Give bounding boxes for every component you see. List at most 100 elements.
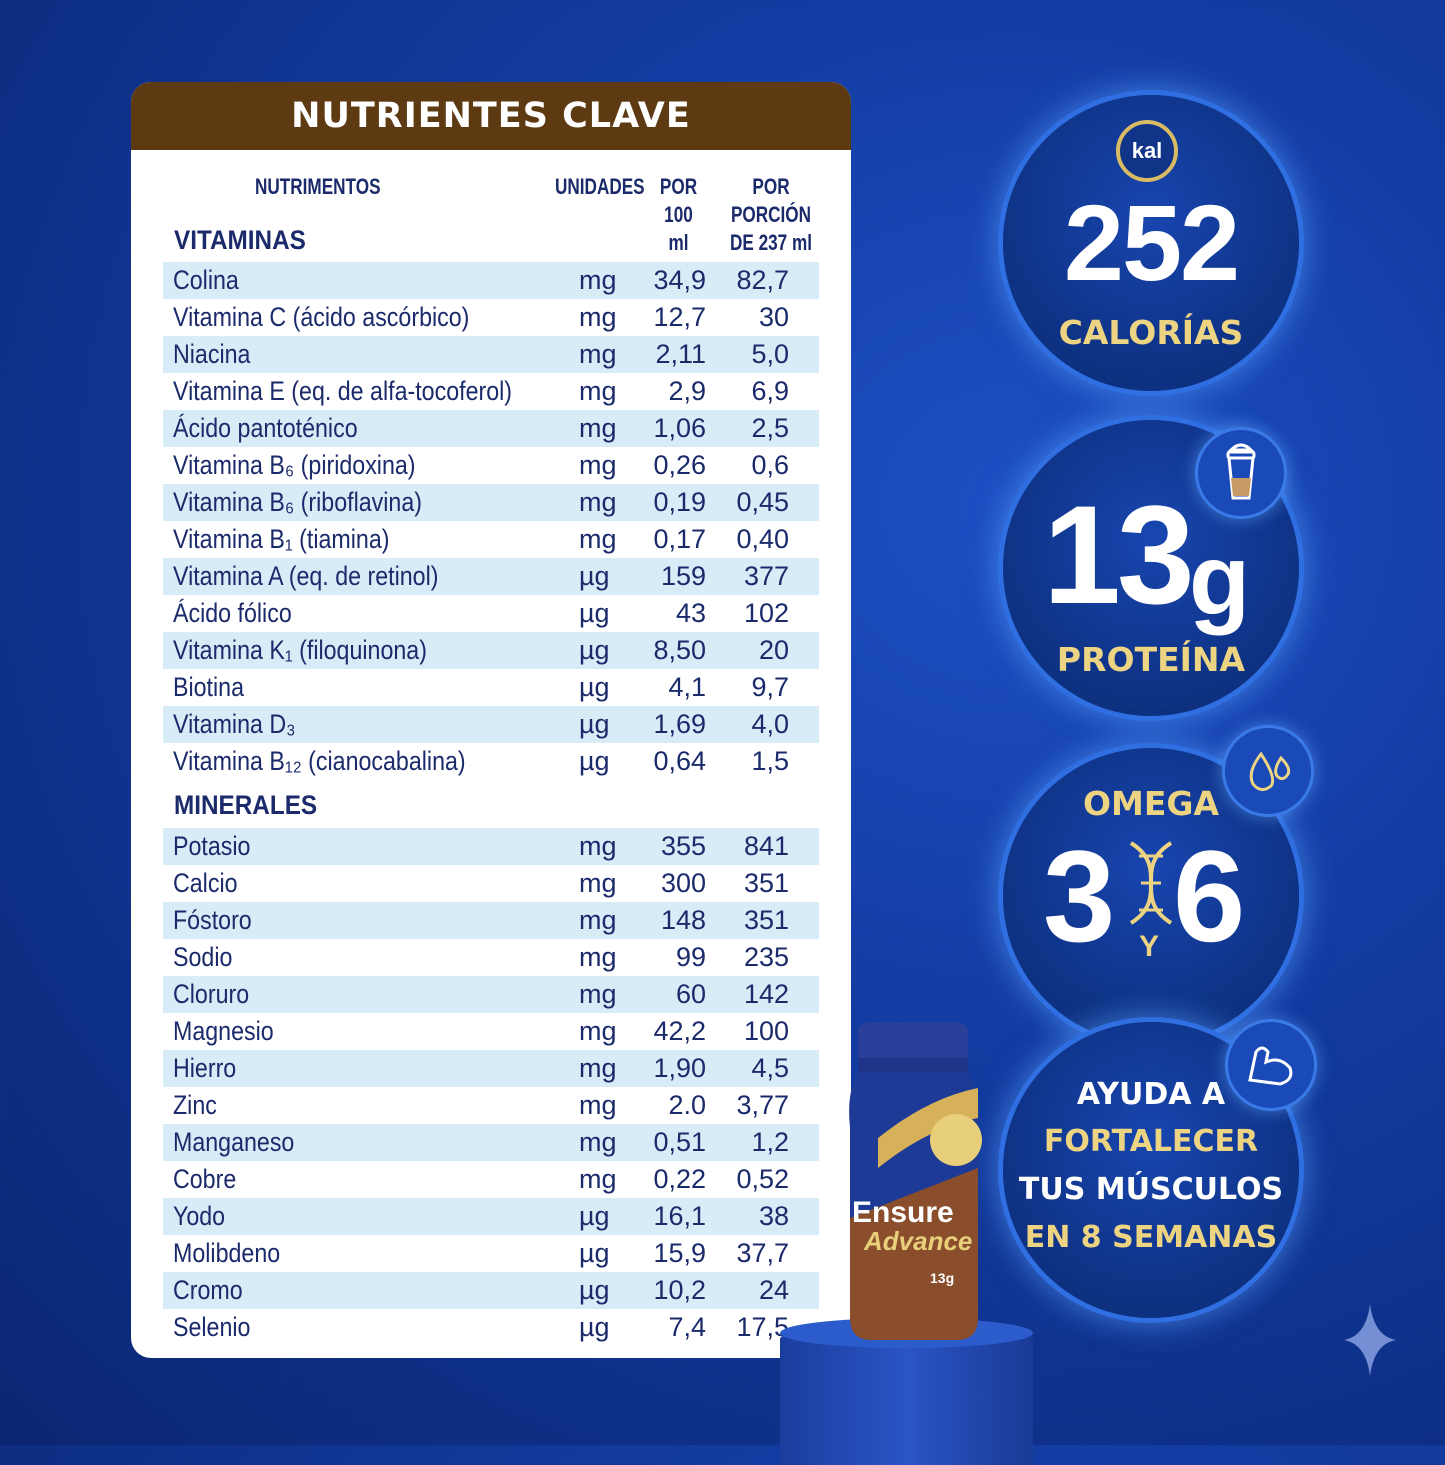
table-row: Fóstoro mg 148 351	[163, 902, 819, 939]
nutrient-unit: mg	[579, 413, 617, 443]
nutrient-per100: 355	[660, 831, 706, 861]
column-header-per100: POR 100 ml	[657, 173, 700, 257]
nutrient-name: Cloruro	[173, 979, 250, 1009]
nutrient-portion: 0,52	[736, 1164, 789, 1194]
nutrient-portion: 377	[743, 561, 789, 591]
nutrient-portion: 351	[743, 868, 789, 898]
nutrient-portion: 102	[743, 598, 789, 628]
nutrient-name: Molibdeno	[173, 1238, 281, 1268]
table-row: Selenio µg 7,4 17,5	[163, 1309, 819, 1346]
nutrient-unit: µg	[579, 746, 610, 776]
table-row: Vitamina B₁ (tiamina) mg 0,17 0,40	[163, 521, 819, 558]
nutrient-per100: 12,7	[653, 302, 706, 332]
nutrient-per100: 1,06	[653, 413, 706, 443]
nutrient-unit: mg	[579, 1053, 617, 1083]
shaker-icon	[1198, 430, 1284, 516]
protein-label: PROTEÍNA	[1056, 640, 1246, 679]
nutrient-portion: 235	[743, 942, 789, 972]
nutrient-name: Vitamina C (ácido ascórbico)	[173, 302, 470, 332]
omega-3-value: 3	[1043, 823, 1116, 969]
nutrient-per100: 4,1	[668, 672, 706, 702]
nutrient-per100: 60	[675, 979, 706, 1009]
section-title-minerals: MINERALES	[174, 790, 318, 820]
nutrient-name: Potasio	[173, 831, 251, 861]
product-bottle: Ensure Advance 13g	[838, 1018, 988, 1348]
nutrient-portion: 30	[758, 302, 789, 332]
nutrient-per100: 43	[675, 598, 706, 628]
nutrient-unit: mg	[579, 905, 617, 935]
calories-label: CALORÍAS	[1058, 313, 1244, 352]
nutrient-unit: mg	[579, 524, 617, 554]
nutrient-unit: µg	[579, 672, 610, 702]
nutrition-card: NUTRIENTES CLAVE NUTRIMENTOS UNIDADES PO…	[131, 82, 851, 1358]
nutrient-unit: µg	[579, 561, 610, 591]
nutrient-name: Vitamina A (eq. de retinol)	[173, 561, 439, 591]
droplets-icon	[1225, 728, 1311, 814]
nutrient-name: Cromo	[173, 1275, 243, 1305]
nutrient-per100: 2,9	[668, 376, 706, 406]
nutrient-per100: 34,9	[653, 265, 706, 295]
nutrient-unit: mg	[579, 302, 617, 332]
nutrient-per100: 1,90	[653, 1053, 706, 1083]
nutrient-name: Ácido pantoténico	[173, 413, 358, 443]
nutrient-unit: mg	[579, 1016, 617, 1046]
nutrient-name: Vitamina B₆ (piridoxina)	[173, 450, 416, 480]
table-row: Yodo µg 16,1 38	[163, 1198, 819, 1235]
column-header-unit: UNIDADES	[555, 174, 645, 199]
table-row: Vitamina A (eq. de retinol) µg 159 377	[163, 558, 819, 595]
omega-label: OMEGA	[1082, 784, 1220, 823]
nutrient-per100: 1,69	[653, 709, 706, 739]
muscles-line3: TUS MÚSCULOS	[1018, 1172, 1284, 1207]
nutrient-portion: 37,7	[736, 1238, 789, 1268]
nutrient-unit: µg	[579, 1238, 610, 1268]
nutrient-per100: 0,19	[653, 487, 706, 517]
nutrient-name: Vitamina B₁₂ (cianocabalina)	[173, 746, 466, 776]
protein-value: 13	[1043, 476, 1195, 633]
table-row: Sodio mg 99 235	[163, 939, 819, 976]
nutrient-portion: 0,40	[736, 524, 789, 554]
column-header-name: NUTRIMENTOS	[255, 174, 381, 199]
nutrient-portion: 4,0	[751, 709, 789, 739]
table-row: Ácido pantoténico mg 1,06 2,5	[163, 410, 819, 447]
column-header-per100-line2: 100 ml	[664, 202, 693, 255]
calories-value: 252	[1063, 182, 1240, 303]
nutrient-unit: mg	[579, 1127, 617, 1157]
dna-icon	[1129, 841, 1173, 925]
nutrient-portion: 2,5	[751, 413, 789, 443]
nutrient-name: Biotina	[173, 672, 245, 702]
table-row: Hierro mg 1,90 4,5	[163, 1050, 819, 1087]
nutrient-per100: 300	[660, 868, 706, 898]
table-row: Ácido fólico µg 43 102	[163, 595, 819, 632]
nutrient-per100: 2,11	[655, 339, 706, 369]
nutrient-unit: mg	[579, 942, 617, 972]
nutrient-per100: 0,51	[653, 1127, 706, 1157]
table-row: Vitamina K₁ (filoquinona) µg 8,50 20	[163, 632, 819, 669]
table-row: Vitamina B₆ (riboflavina) mg 0,19 0,45	[163, 484, 819, 521]
nutrient-portion: 9,7	[751, 672, 789, 702]
nutrient-unit: mg	[579, 450, 617, 480]
nutrient-per100: 7,4	[668, 1312, 706, 1342]
nutrient-name: Selenio	[173, 1312, 251, 1342]
nutrient-unit: µg	[579, 1312, 610, 1342]
section-title-vitamins: VITAMINAS	[174, 225, 306, 255]
nutrient-portion: 5,0	[751, 339, 789, 369]
pedestal	[780, 1325, 1033, 1465]
protein-unit: g	[1189, 524, 1251, 636]
nutrient-name: Zinc	[173, 1090, 217, 1120]
nutrient-name: Yodo	[173, 1201, 226, 1231]
nutrient-unit: mg	[579, 979, 617, 1009]
nutrient-name: Sodio	[173, 942, 233, 972]
nutrient-per100: 0,17	[653, 524, 706, 554]
nutrient-name: Vitamina K₁ (filoquinona)	[173, 635, 427, 665]
nutrient-portion: 3,77	[736, 1090, 789, 1120]
nutrient-name: Hierro	[173, 1053, 237, 1083]
nutrient-per100: 10,2	[653, 1275, 706, 1305]
nutrient-name: Vitamina B₁ (tiamina)	[173, 524, 390, 554]
sparkle-icon	[1344, 1304, 1396, 1376]
calories-badge: kal 252 CALORÍAS	[1003, 95, 1299, 391]
muscles-line2: FORTALECER	[1043, 1124, 1259, 1159]
nutrient-unit: mg	[579, 868, 617, 898]
nutrient-per100: 148	[660, 905, 706, 935]
flexed-arm-icon	[1228, 1022, 1314, 1108]
nutrient-unit: mg	[579, 487, 617, 517]
